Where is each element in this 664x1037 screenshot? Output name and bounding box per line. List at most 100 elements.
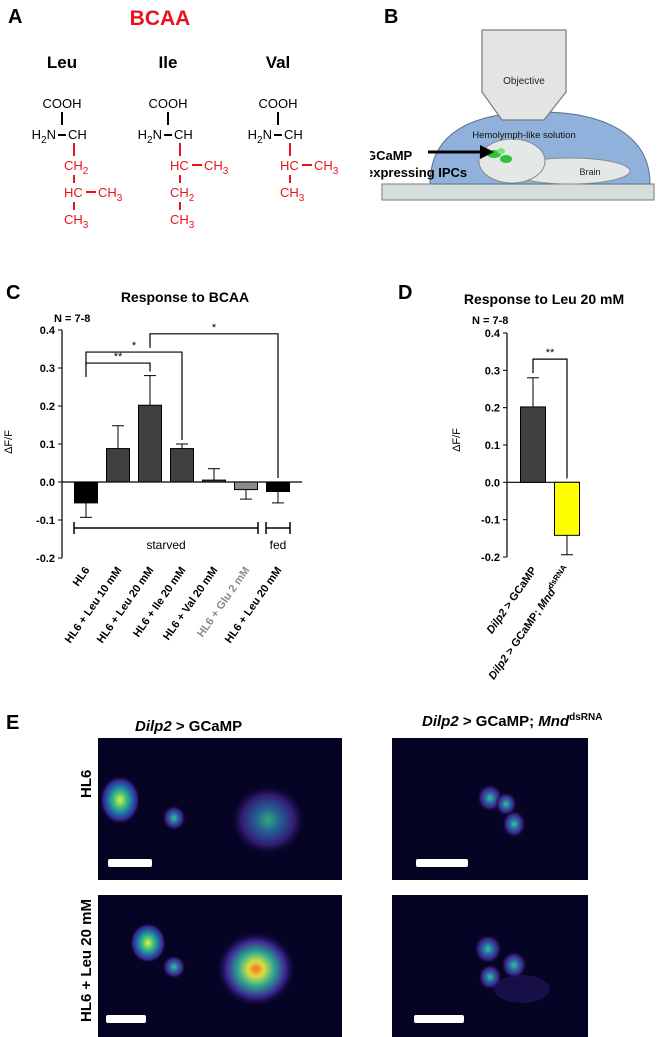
carboxyl-label: COOH — [259, 96, 298, 111]
side-chain-label: CH3 — [204, 158, 229, 177]
micrograph-control-leu — [98, 895, 342, 1037]
fluorescence-image — [477, 784, 526, 838]
y-tick-label: 0.1 — [485, 440, 500, 452]
chart-response-to-bcaa: Response to BCAA N = 7-80.4 0.3 0.2 0.1 0.0 -0… — [3, 289, 302, 646]
significance-bracket — [532, 358, 568, 479]
bar — [106, 448, 130, 483]
bcaa-title: BCAA — [130, 7, 191, 30]
significance-bracket — [149, 333, 279, 478]
side-chain-label: HC — [64, 185, 83, 200]
col2-gene2: Mnd — [538, 713, 570, 730]
side-chain-label: CH3 — [170, 212, 195, 231]
alpha-carbon-label: CH — [284, 127, 303, 142]
cell-body — [230, 784, 306, 856]
side-chain-label: CH3 — [98, 185, 123, 204]
alpha-carbon-label: CH — [174, 127, 193, 142]
ipc-cluster — [495, 792, 517, 816]
panel-letter-a: A — [8, 6, 23, 28]
stage-base — [381, 183, 655, 201]
y-tick-label: -0.1 — [481, 515, 500, 527]
objective-label: Objective — [503, 76, 545, 87]
bar — [202, 479, 226, 483]
y-tick-label: 0.0 — [485, 477, 500, 489]
structure-leu: Leu COOH H2N CH CH2 HC CH3 CH3 — [32, 53, 123, 231]
y-tick-label: 0.3 — [40, 363, 55, 375]
n-label: N = 7-8 — [472, 315, 508, 327]
fluorescence-image — [130, 923, 296, 1007]
y-tick-label: 0.2 — [485, 403, 500, 415]
y-tick-label: -0.2 — [481, 552, 500, 564]
amine-label: H2N — [138, 127, 162, 146]
x-tick-label: HL6 + Leu 20 mM — [223, 565, 285, 646]
ipc-arrow-head — [480, 145, 494, 159]
ipc-cluster — [501, 951, 527, 979]
scale-bar — [106, 1015, 146, 1023]
carboxyl-label: COOH — [149, 96, 188, 111]
significance-bracket — [85, 351, 183, 440]
amino-acid-name: Val — [266, 53, 291, 72]
row-label-hl6-leu: HL6 + Leu 20 mM — [78, 899, 95, 1022]
y-tick-label: 0.3 — [485, 365, 500, 377]
micrograph-control-hl6 — [98, 738, 342, 880]
y-tick-label: 0.2 — [40, 401, 55, 413]
amine-label: H2N — [248, 127, 272, 146]
bar — [266, 481, 290, 492]
x-tick-label: HL6 + Leu 10 mM — [63, 565, 125, 646]
panel-letter-c: C — [6, 282, 21, 304]
bar — [234, 481, 258, 491]
carboxyl-label: COOH — [43, 96, 82, 111]
micrograph-mnd-hl6 — [392, 738, 588, 880]
ipc-label-line1: GCaMP — [370, 148, 413, 163]
side-chain-label: CH2 — [170, 185, 195, 204]
col1-rest: > GCaMP — [171, 718, 243, 735]
panel-letter-e: E — [6, 712, 20, 734]
ipc-cluster — [162, 955, 186, 979]
ipc-label-line2: expressing IPCs — [370, 165, 467, 180]
alpha-carbon-label: CH — [68, 127, 87, 142]
objective-lens — [481, 29, 567, 121]
side-chain-label: CH3 — [280, 185, 305, 204]
significance-mark: ** — [546, 347, 555, 359]
y-tick-label: 0.1 — [40, 439, 55, 451]
amino-acid-structures: Leu COOH H2N CH CH2 HC CH3 CH3 Ile COOH H2N CH HC CH3… — [32, 53, 339, 231]
bar — [138, 404, 162, 483]
side-chain-label: CH2 — [64, 158, 89, 177]
fluorescence-image — [100, 776, 306, 856]
gcamp-ipc-cell — [500, 155, 512, 163]
chart-title: Response to Leu 20 mM — [464, 291, 624, 307]
bar — [554, 481, 580, 536]
ipc-cluster — [502, 810, 526, 838]
solution-label: Hemolymph-like solution — [472, 130, 575, 141]
ipc-cluster — [478, 964, 502, 990]
significance-mark: * — [212, 322, 217, 334]
significance-bracket — [85, 362, 151, 378]
scale-bar — [416, 859, 468, 867]
amino-acid-name: Ile — [159, 53, 178, 72]
bar — [74, 481, 98, 504]
fluorescence-image — [474, 934, 550, 1003]
background-glow — [494, 975, 550, 1003]
gcamp-ipc-cell — [497, 148, 505, 154]
micrograph-mnd-leu — [392, 895, 588, 1037]
ipc-cluster — [162, 805, 186, 831]
ipc-cluster — [474, 934, 502, 964]
side-chain-label: CH3 — [64, 212, 89, 231]
group-label: fed — [270, 538, 287, 552]
significance-mark: ** — [114, 351, 123, 363]
side-chain-label: HC — [280, 158, 299, 173]
n-label: N = 7-8 — [54, 313, 90, 325]
side-chain-label: CH3 — [314, 158, 339, 177]
brain-left-lobe — [478, 138, 546, 184]
bar — [170, 448, 194, 483]
bar — [520, 406, 546, 483]
y-tick-label: -0.2 — [36, 553, 55, 565]
chart-response-to-leu: Response to Leu 20 mM N = 7-80.4 0.3 0.2 0.1… — [451, 291, 624, 682]
ipc-cluster — [100, 776, 140, 824]
ipc-cluster — [130, 923, 166, 963]
y-tick-label: 0.4 — [485, 328, 501, 340]
y-axis-label: ΔF/F — [451, 428, 463, 452]
col2-gene: Dilp2 — [422, 713, 459, 730]
y-tick-label: -0.1 — [36, 515, 55, 527]
structure-val: Val COOH H2N CH HC CH3 CH3 — [248, 53, 339, 204]
side-chain-label: HC — [170, 158, 189, 173]
